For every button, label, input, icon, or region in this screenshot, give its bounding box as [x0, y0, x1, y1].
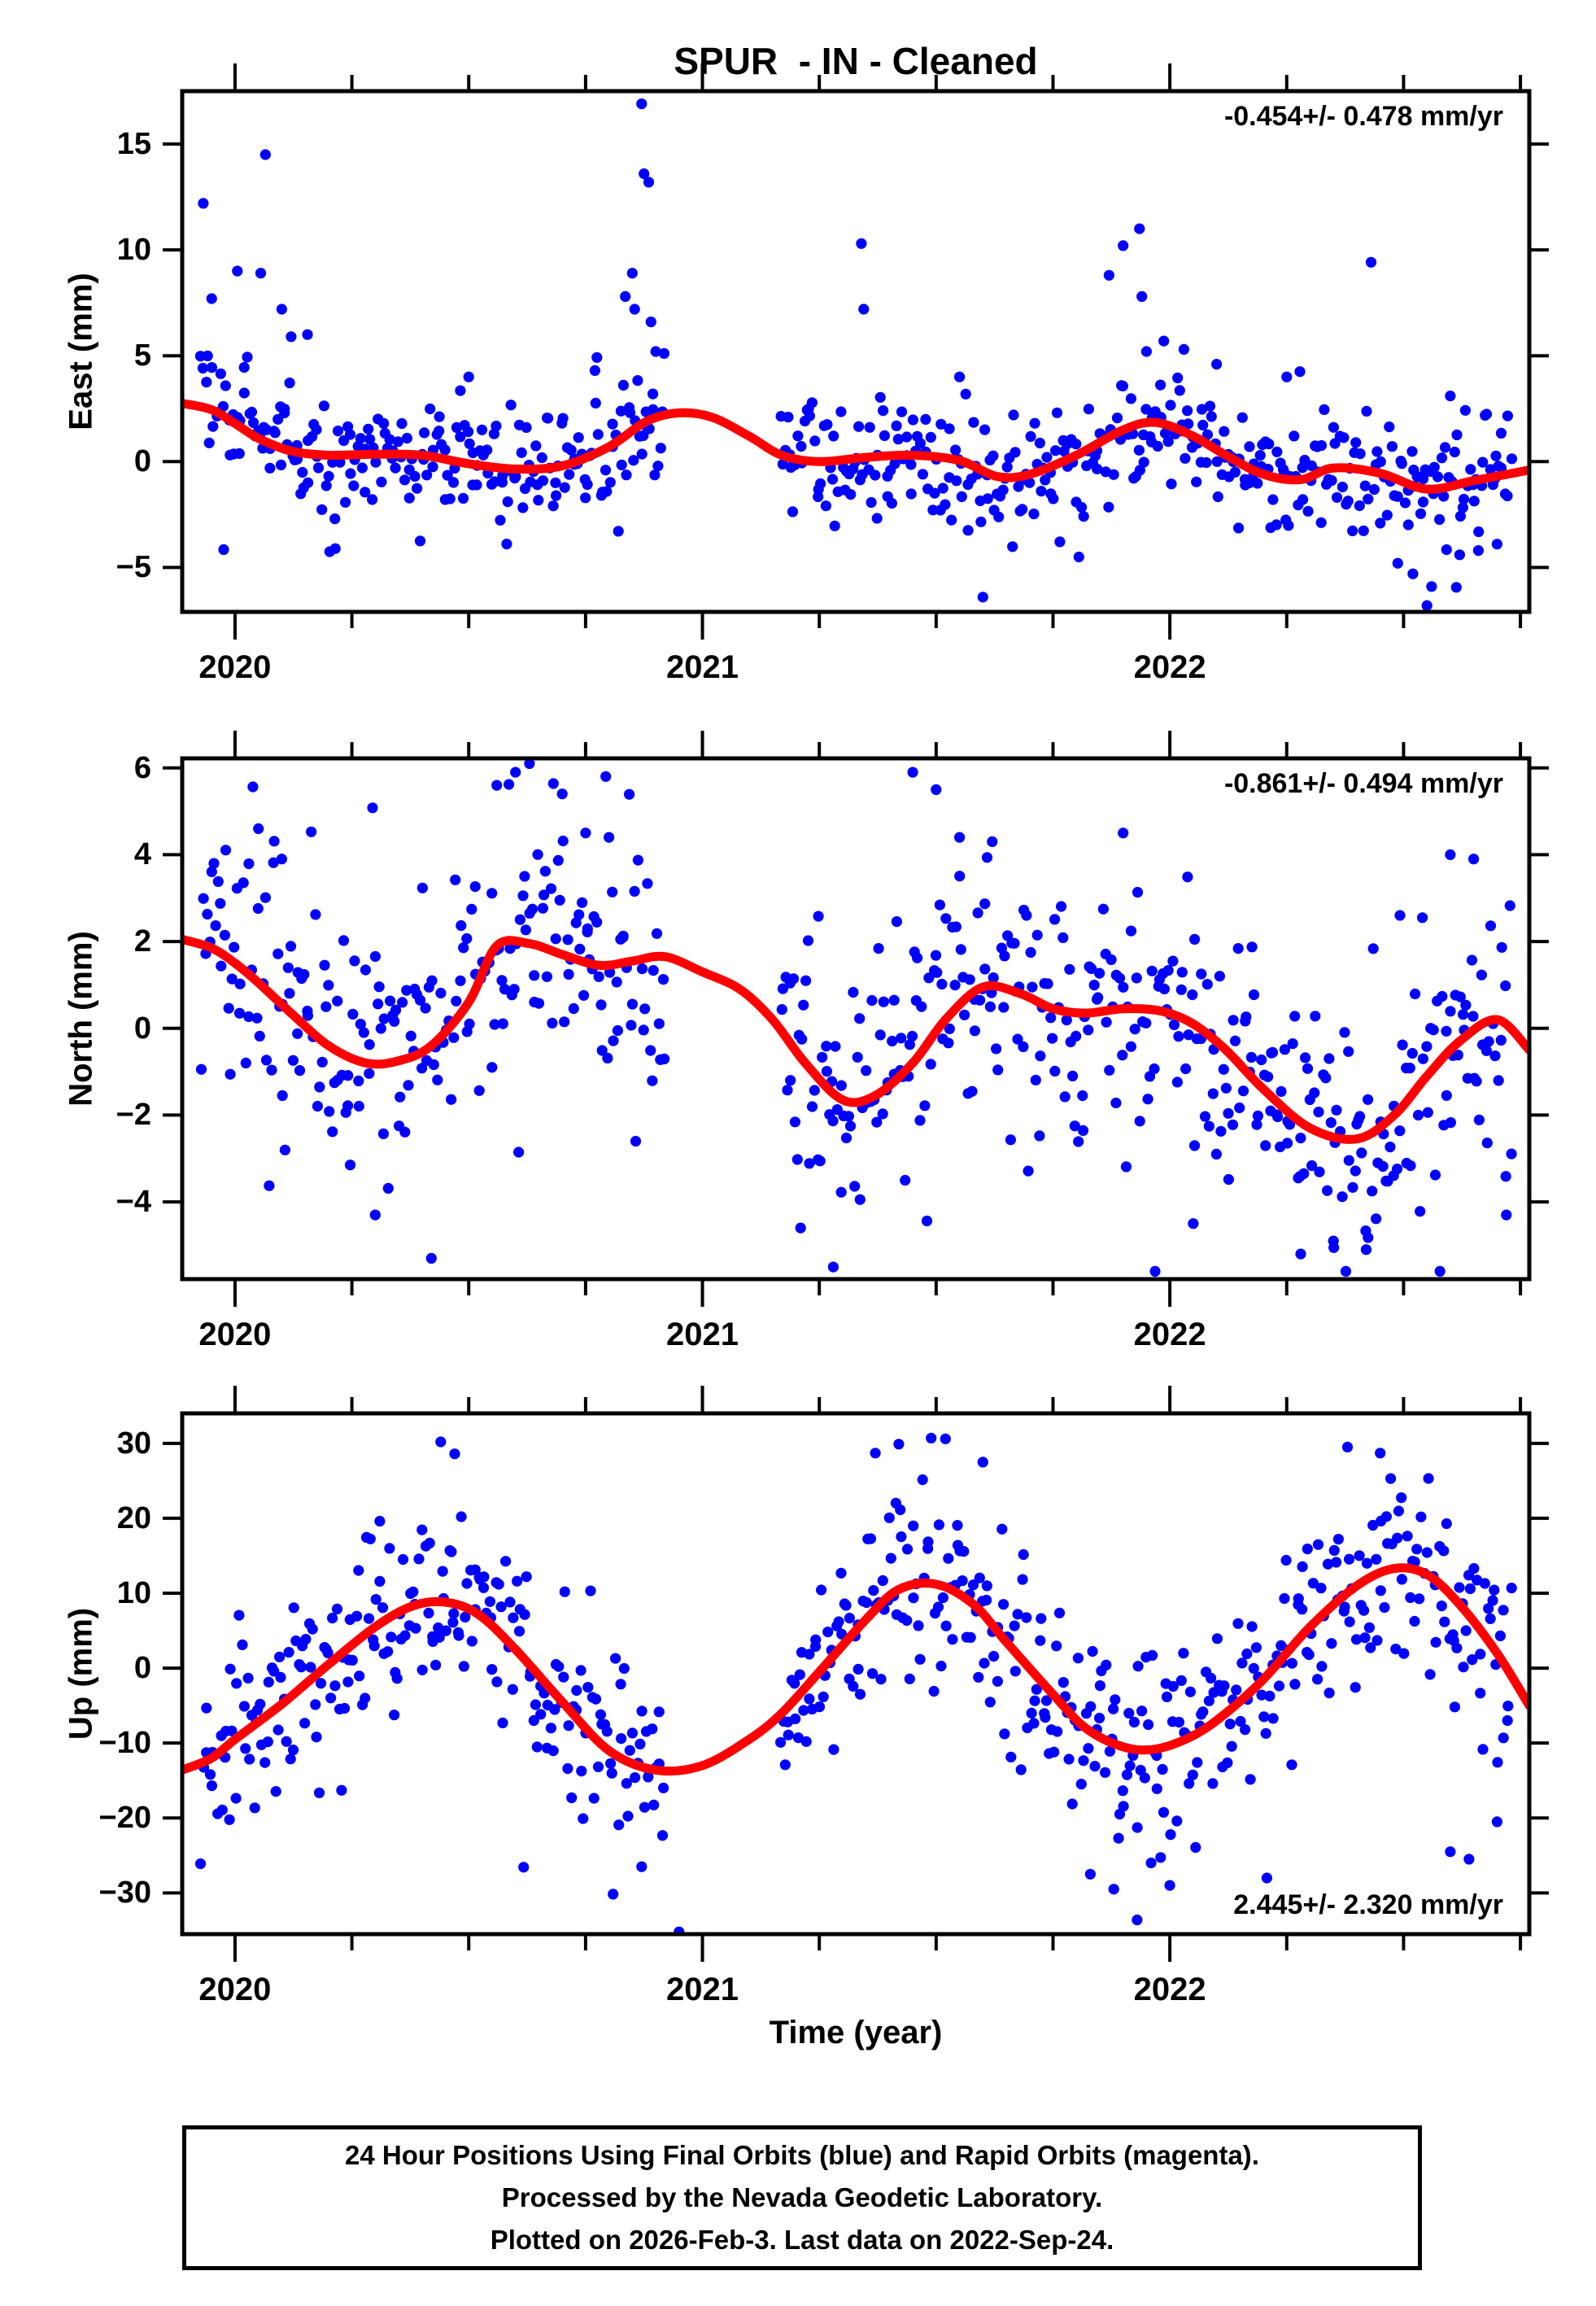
- rate-annotation-north: -0.861+/- 0.494 mm/yr: [1223, 768, 1503, 799]
- ytick-label: −30: [98, 1876, 151, 1911]
- footer-line-3: Plotted on 2026-Feb-3. Last data on 2022…: [490, 2225, 1114, 2255]
- north-panel-plot: [163, 731, 1549, 1307]
- east-panel-plot: [163, 63, 1549, 640]
- up-panel-plot: [163, 1386, 1549, 1962]
- x-ticks: [233, 731, 1523, 1307]
- ytick-label: 0: [133, 444, 151, 479]
- ytick-label: −2: [116, 1098, 151, 1133]
- rate-annotation-east: -0.454+/- 0.478 mm/yr: [1223, 101, 1503, 132]
- x-axis-title: Time (year): [769, 2015, 943, 2051]
- xtick-label: 2022: [1133, 649, 1206, 685]
- xtick-label: 2021: [666, 1972, 739, 2007]
- scatter-points: [194, 1432, 1517, 1934]
- model-curve: [182, 1563, 1529, 1776]
- y-ticks: [163, 766, 1549, 1204]
- model-curve: [182, 399, 1529, 494]
- ytick-label: −4: [116, 1185, 151, 1220]
- ytick-label: 0: [133, 1011, 151, 1046]
- ytick-label: 0: [133, 1651, 151, 1686]
- ytick-label: 10: [116, 233, 151, 268]
- ytick-label: 6: [133, 750, 151, 785]
- panel-frame: [180, 756, 1532, 1282]
- scatter-points: [195, 758, 1517, 1277]
- rate-annotation-up: 2.445+/- 2.320 mm/yr: [1233, 1889, 1503, 1920]
- chart-title: SPUR - IN - Cleaned: [674, 40, 1038, 82]
- xtick-label: 2022: [1133, 1972, 1206, 2007]
- xtick-label: 2020: [198, 649, 272, 685]
- panel-frame: [180, 1411, 1532, 1937]
- x-ticks: [233, 1386, 1523, 1962]
- ytick-label: 15: [116, 127, 151, 162]
- x-ticks: [233, 63, 1523, 640]
- xtick-label: 2020: [198, 1317, 272, 1352]
- xtick-label: 2021: [666, 1317, 739, 1352]
- ytick-label: 4: [133, 837, 151, 872]
- xtick-label: 2020: [198, 1972, 272, 2007]
- footer-line-1: 24 Hour Positions Using Final Orbits (bl…: [345, 2140, 1259, 2170]
- model-curve: [182, 934, 1529, 1144]
- ytick-label: 2: [133, 924, 151, 959]
- ytick-label: 10: [116, 1576, 151, 1610]
- panel-frame: [180, 89, 1532, 614]
- ytick-label: 5: [133, 338, 151, 373]
- y-ticks: [163, 142, 1549, 570]
- xtick-label: 2021: [666, 649, 739, 685]
- ytick-label: 20: [116, 1500, 151, 1535]
- ytick-label: −5: [116, 550, 151, 585]
- footer-note-box: 24 Hour Positions Using Final Orbits (bl…: [182, 2125, 1422, 2270]
- xtick-label: 2022: [1133, 1317, 1206, 1352]
- ytick-label: −10: [98, 1726, 151, 1761]
- y-ticks: [163, 1441, 1549, 1895]
- footer-line-2: Processed by the Nevada Geodetic Laborat…: [501, 2182, 1103, 2212]
- ytick-label: −20: [98, 1801, 151, 1836]
- scatter-points: [194, 98, 1518, 611]
- ytick-label: 30: [116, 1426, 151, 1461]
